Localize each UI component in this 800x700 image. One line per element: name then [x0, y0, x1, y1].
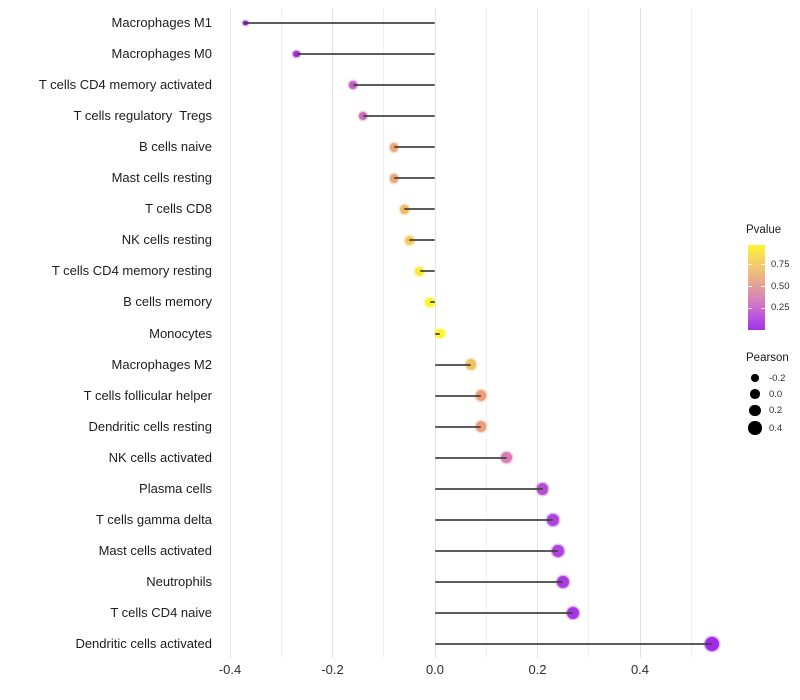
lollipop-segment [435, 518, 553, 521]
lollipop-dot [475, 421, 487, 432]
x-tick-label: -0.2 [321, 662, 344, 677]
gridline-minor [280, 8, 282, 658]
category-label: T cells gamma delta [95, 511, 212, 527]
category-label: Mast cells resting [111, 170, 212, 186]
x-tick-label: 0.4 [630, 662, 650, 677]
lollipop-dot [557, 575, 570, 588]
gridline-minor [588, 8, 590, 658]
pearson-size-label: 0.0 [769, 388, 783, 400]
pvalue-tick-label: 0.50 [771, 280, 790, 292]
pearson-size-label: 0.2 [769, 405, 783, 416]
pearson-size-label: -0.2 [769, 372, 786, 384]
x-tick-label: 0.0 [425, 662, 445, 677]
category-label: Macrophages M2 [111, 356, 212, 372]
category-label: T cells regulatory Tregs [73, 108, 212, 124]
lollipop-dot [425, 297, 435, 308]
lollipop-segment [353, 84, 435, 87]
gridline-minor [383, 8, 385, 658]
gridline-major [639, 8, 641, 658]
category-label: T cells CD4 memory activated [38, 77, 212, 93]
gridline-minor [690, 8, 692, 658]
gridline-major [537, 8, 538, 658]
lollipop-dot [389, 142, 399, 152]
pvalue-bar-tick [748, 264, 752, 266]
x-tick-label: -0.4 [218, 662, 242, 677]
x-tick-label: 0.2 [528, 662, 547, 677]
lollipop-segment [429, 301, 435, 304]
pvalue-bar-tick [748, 286, 752, 287]
category-label: Neutrophils [146, 573, 212, 589]
pvalue-bar-tick [761, 264, 765, 266]
category-label: Dendritic cells resting [88, 418, 212, 434]
lollipop-dot [435, 328, 445, 339]
lollipop-dot [359, 112, 368, 121]
lollipop-segment [394, 177, 435, 180]
lollipop-segment [435, 487, 543, 490]
category-label: Plasma cells [139, 480, 212, 496]
lollipop-dot [414, 266, 425, 277]
lollipop-dot [293, 50, 300, 58]
lollipop-dot [242, 20, 248, 26]
lollipop-dot [389, 173, 399, 183]
lollipop-segment [435, 549, 558, 552]
category-label: T cells CD4 naive [110, 604, 212, 620]
pvalue-bar-tick [761, 286, 765, 287]
category-label: Dendritic cells activated [75, 636, 212, 651]
lollipop-segment [394, 146, 435, 149]
lollipop-segment [404, 208, 435, 211]
pearson-size-dot [750, 389, 760, 399]
category-label: T cells CD8 [145, 201, 212, 217]
lollipop-dot [349, 81, 357, 90]
category-label: Mast cells activated [98, 542, 212, 558]
lollipop-dot [475, 390, 487, 401]
lollipop-segment [435, 363, 471, 366]
pvalue-bar-tick [748, 307, 752, 309]
gridline-minor [485, 8, 487, 658]
lollipop-segment [435, 611, 574, 614]
category-label: Macrophages M0 [111, 46, 212, 62]
pvalue-legend-title: Pvalue [746, 224, 782, 236]
lollipop-segment [409, 239, 435, 242]
category-label: B cells memory [123, 294, 212, 310]
lollipop-segment [363, 115, 435, 118]
lollipop-segment [435, 580, 564, 583]
pearson-size-dot [751, 374, 759, 382]
gridline-major [229, 8, 231, 658]
pearson-size-label: 0.4 [769, 422, 783, 434]
category-label: Macrophages M1 [111, 15, 212, 30]
gridline-major [332, 8, 333, 658]
pvalue-gradient-bar [748, 245, 765, 330]
category-label: T cells follicular helper [83, 387, 212, 403]
lollipop-segment [435, 425, 482, 428]
lollipop-dot [399, 204, 409, 214]
category-label: Monocytes [149, 325, 212, 341]
lollipop-segment [435, 643, 712, 645]
lollipop-segment [435, 456, 507, 459]
lollipop-segment [419, 270, 435, 273]
pearson-legend-title: Pearson [746, 352, 789, 364]
lollipop-segment [245, 22, 435, 24]
pvalue-tick-label: 0.75 [771, 258, 790, 270]
lollipop-segment [435, 394, 482, 397]
pvalue-tick-label: 0.25 [771, 302, 790, 314]
category-label: NK cells resting [121, 232, 212, 248]
lollipop-segment [296, 53, 435, 56]
category-label: B cells naive [139, 139, 212, 155]
lollipop-dot [567, 606, 580, 619]
pearson-size-dot [749, 404, 761, 417]
category-label: NK cells activated [108, 449, 212, 465]
lollipop-segment [435, 332, 441, 335]
category-label: T cells CD4 memory resting [51, 263, 212, 279]
pvalue-bar-tick [761, 307, 765, 309]
pearson-size-dot [748, 421, 762, 435]
lollipop-dot [404, 235, 414, 245]
